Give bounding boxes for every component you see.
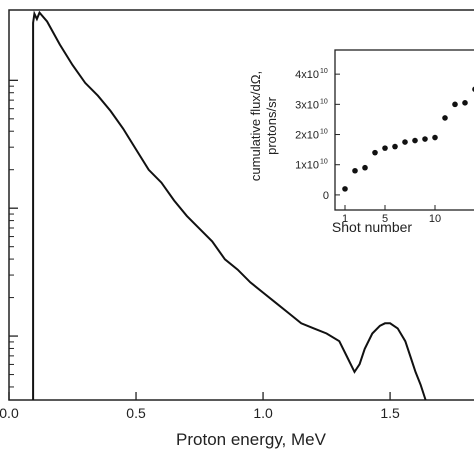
main-spectrum-line <box>32 10 427 401</box>
main-x-axis-label: Proton energy, MeV <box>176 430 327 449</box>
inset-y-tick-exponent: 10 <box>320 68 328 75</box>
main-x-tick-label: 1.0 <box>253 405 273 421</box>
inset-y-label-line-1: cumulative flux/dΩ, <box>248 71 263 181</box>
inset-y-tick-label: 1x10 <box>295 160 319 172</box>
main-y-ticks <box>9 79 18 388</box>
inset-x-ticks: 1 5 10 <box>342 205 441 225</box>
inset-y-tick-label: 2x10 <box>295 130 319 142</box>
inset-y-tick-label: 0 <box>323 190 329 202</box>
inset-plot-frame <box>334 49 474 211</box>
inset-data-point <box>352 167 358 174</box>
main-x-ticks: 0.0 0.5 1.0 1.5 <box>0 392 400 421</box>
inset-data-point <box>362 164 368 171</box>
main-x-tick-label: 0.5 <box>126 405 146 421</box>
inset-points <box>342 86 474 192</box>
main-x-tick-label: 1.5 <box>380 405 400 421</box>
inset-data-point <box>382 145 388 151</box>
inset-x-tick-label: 5 <box>382 213 388 225</box>
inset-data-point <box>402 139 408 145</box>
inset-y-tick-exponent: 10 <box>320 129 328 136</box>
inset-data-point <box>462 100 468 106</box>
inset-x-axis-label: Shot number <box>332 219 412 235</box>
inset-y-tick-exponent: 10 <box>320 98 328 105</box>
inset-data-point <box>342 186 348 192</box>
inset-data-point <box>412 137 418 144</box>
inset-data-point <box>422 136 428 142</box>
inset-x-tick-label: 1 <box>342 213 348 225</box>
inset-y-tick-label: 3x10 <box>295 99 319 111</box>
inset-data-point <box>442 115 448 121</box>
inset-data-point <box>372 149 378 156</box>
inset-x-tick-label: 10 <box>429 213 441 225</box>
inset-y-tick-exponent: 10 <box>320 159 328 166</box>
inset-data-point <box>392 143 398 150</box>
inset-y-tick-label: 4x10 <box>295 69 319 81</box>
inset-data-point <box>432 134 438 141</box>
inset-data-point <box>452 101 458 108</box>
main-plot-frame <box>8 9 474 401</box>
main-x-tick-label: 0.0 <box>0 405 19 421</box>
inset-y-label-line-2: protons/sr <box>264 96 279 154</box>
